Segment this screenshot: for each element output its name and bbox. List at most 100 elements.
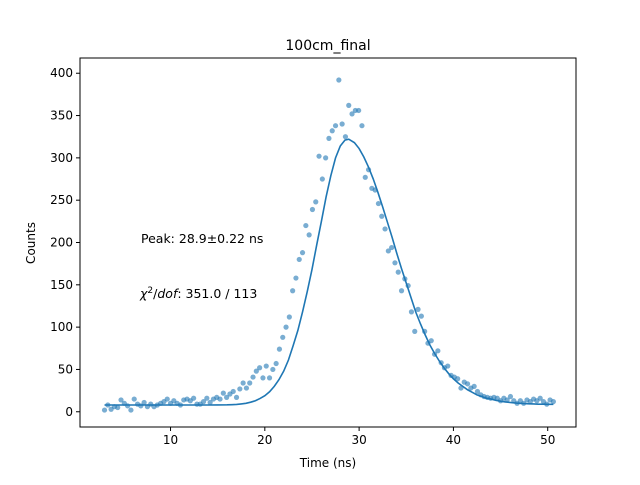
data-point [273,360,279,367]
data-point [207,399,213,406]
data-point [455,376,461,382]
data-point [385,248,391,254]
data-point [395,269,401,275]
data-point [303,222,309,229]
data-point [319,176,325,182]
data-point [131,396,137,402]
data-point [290,288,296,294]
data-point [263,363,269,369]
data-point [128,407,134,413]
data-point [316,153,322,159]
data-point [250,374,256,380]
data-point [247,380,253,386]
x-tick-label: 50 [540,433,555,447]
data-point [412,328,418,334]
data-point [270,366,276,373]
data-point [428,338,434,344]
x-tick-label: 40 [446,433,461,447]
data-point [101,407,108,413]
data-point [125,403,131,409]
y-tick-label: 300 [50,151,73,165]
chi2-superscript: 2 [147,286,153,296]
y-tick-label: 250 [50,193,73,207]
y-tick-label: 150 [50,278,73,292]
chi2-annotation: χ2/dof: 351.0 / 113 [139,286,257,301]
data-point [537,395,543,401]
data-layer [101,77,556,413]
data-point [253,368,259,374]
data-point [326,135,332,141]
data-point [359,123,365,129]
data-point [435,348,441,354]
data-point [408,309,415,315]
data-point [220,390,226,396]
data-point [266,375,273,381]
data-point [332,123,339,129]
data-point [349,111,355,117]
data-point [233,394,240,400]
data-point [276,346,283,352]
y-axis-label: Counts [24,222,38,264]
data-point [283,324,289,330]
data-point [356,107,362,114]
y-tick-label: 100 [50,320,73,334]
y-tick-label: 50 [58,362,73,376]
data-point [474,388,481,395]
y-axis: 0 50 100 150 200 250 300 350 400 [50,66,80,419]
chi2-value: : 351.0 / 113 [177,286,257,301]
y-tick-label: 200 [50,236,73,250]
data-point [329,128,335,134]
data-point [115,404,121,411]
data-point [382,226,388,232]
data-point [257,365,263,371]
data-point [200,399,207,405]
data-point [237,386,243,392]
data-point [398,288,405,294]
data-point [306,232,312,238]
y-tick-label: 350 [50,109,73,123]
peak-annotation: Peak: 28.9±0.22 ns [141,231,263,246]
data-point [299,250,306,256]
chi2-slash: / [153,286,158,301]
fit-curve [104,138,554,406]
data-point [309,206,316,213]
x-tick-label: 30 [351,433,366,447]
data-point [445,363,451,369]
data-point [323,155,329,161]
data-point [240,380,246,386]
chart-title: 100cm_final [285,38,370,54]
data-point [141,399,147,406]
data-point [243,385,250,391]
x-axis-label: Time (ns) [299,456,356,470]
data-point [191,395,197,401]
data-point [507,393,514,400]
data-point [217,396,223,402]
data-point [375,200,382,207]
data-point [415,306,421,312]
data-point [260,375,266,381]
data-point [296,256,302,263]
data-point [418,313,424,319]
data-point [342,134,349,140]
data-point [293,275,299,281]
x-tick-label: 10 [163,433,178,447]
chi2-symbol: χ [139,286,148,301]
data-point [464,381,471,387]
y-tick-label: 400 [50,66,73,80]
data-point [550,399,556,405]
data-point [339,121,345,127]
data-point [471,383,477,389]
data-point [118,397,124,403]
y-tick-label: 0 [65,405,73,419]
data-point [389,244,395,251]
data-point [204,395,210,401]
data-point [280,334,286,340]
data-point [362,174,368,180]
data-point [336,77,342,83]
chi2-dof: dof [157,286,179,301]
data-point [164,396,170,402]
data-point [286,314,292,320]
